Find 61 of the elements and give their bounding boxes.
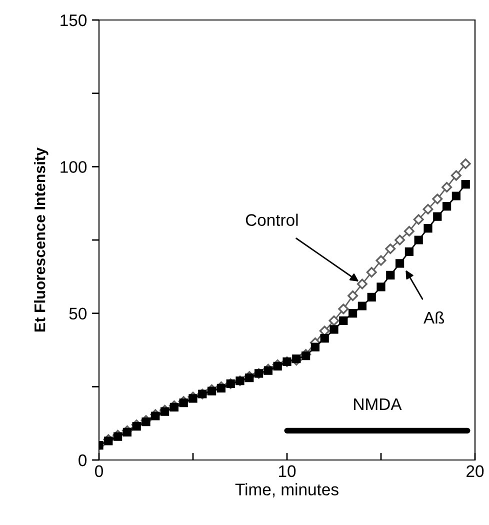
point: [216, 384, 226, 392]
point: [339, 316, 348, 325]
y-tick-label: 50: [69, 308, 87, 320]
point: [450, 170, 462, 181]
point: [386, 270, 395, 280]
point: [413, 214, 424, 225]
point: [376, 255, 386, 266]
point: [310, 342, 320, 352]
point: [394, 234, 406, 246]
point: [179, 398, 188, 408]
point: [142, 418, 150, 426]
point: [122, 428, 132, 436]
point: [376, 282, 386, 292]
point: [348, 290, 358, 301]
point: [395, 259, 404, 268]
point: [432, 194, 443, 204]
y-axis-title: Et Fluorescence Intensity: [34, 148, 48, 332]
point: [404, 247, 414, 256]
point: [273, 362, 282, 370]
point: [356, 278, 368, 290]
point: [330, 325, 338, 334]
point: [460, 158, 471, 169]
annotation: Aß: [424, 311, 444, 324]
y-tick-label: 0: [78, 454, 87, 466]
point: [461, 180, 470, 189]
y-tick-label: 150: [60, 14, 87, 26]
point: [404, 226, 414, 236]
point: [104, 436, 113, 446]
point: [433, 212, 442, 221]
point: [264, 366, 273, 375]
point: [301, 352, 310, 360]
point: [188, 394, 198, 403]
x-tick-label: 0: [95, 465, 103, 478]
point: [442, 202, 452, 211]
point: [424, 224, 432, 233]
point: [414, 236, 423, 244]
x-tick-label: 20: [466, 465, 484, 478]
point: [358, 302, 367, 310]
y-tick-label: 100: [60, 161, 87, 173]
x-tick-label: 10: [279, 465, 296, 478]
annotation: NMDA: [354, 398, 402, 410]
point: [367, 292, 376, 302]
point: [385, 244, 396, 254]
point: [338, 304, 349, 314]
point: [366, 267, 377, 278]
point: [292, 354, 301, 364]
point: [113, 432, 122, 441]
point: [160, 407, 170, 416]
point: [452, 192, 461, 200]
annotation: Control: [246, 214, 298, 226]
x-axis-title: Time, minutes: [235, 483, 338, 498]
point: [348, 309, 358, 318]
point: [422, 204, 434, 214]
point: [320, 334, 329, 343]
point: [170, 402, 179, 412]
point: [207, 386, 216, 396]
point: [328, 315, 340, 326]
point: [132, 422, 141, 431]
point: [245, 374, 254, 382]
point: [151, 412, 160, 420]
point: [442, 182, 452, 192]
